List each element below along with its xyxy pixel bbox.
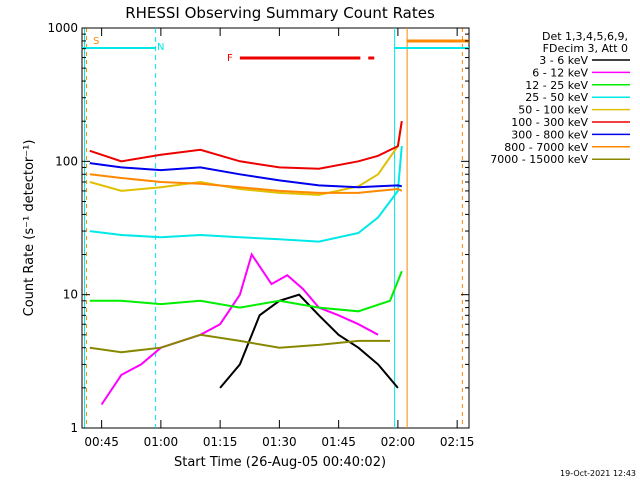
y-tick-label: 1 xyxy=(70,421,78,435)
x-tick-label: 01:45 xyxy=(321,435,356,449)
legend: Det 1,3,4,5,6,9, FDecim 3, Att 0 3 - 6 k… xyxy=(490,30,630,166)
x-axis-label: Start Time (26-Aug-05 00:40:02) xyxy=(174,455,386,470)
annotation-layer: S N F xyxy=(93,36,233,64)
x-tick-label: 01:15 xyxy=(203,435,238,449)
series-line-6 xyxy=(89,121,403,170)
y-axis-label: Count Rate (s⁻¹ detector⁻¹) xyxy=(22,140,37,317)
legend-label: 300 - 800 keV xyxy=(511,128,588,141)
footer-date: 19-Oct-2021 12:43 xyxy=(560,469,636,478)
annotation-f: F xyxy=(227,53,233,64)
annotation-s: S xyxy=(93,36,99,47)
x-tick-label: 02:00 xyxy=(381,435,416,449)
legend-label: 100 - 300 keV xyxy=(511,116,588,129)
series-line-7 xyxy=(89,162,403,189)
series-line-3 xyxy=(89,270,403,313)
x-tick-label: 01:00 xyxy=(144,435,179,449)
marker-lines xyxy=(82,28,469,428)
legend-label: 12 - 25 keV xyxy=(525,79,588,92)
series-layer xyxy=(89,121,403,406)
chart-title: RHESSI Observing Summary Count Rates xyxy=(125,4,435,22)
y-axis: 1 10 100 1000 xyxy=(47,21,469,435)
legend-header-1: Det 1,3,4,5,6,9, xyxy=(542,30,628,43)
series-line-9 xyxy=(89,333,390,354)
x-tick-label: 00:45 xyxy=(84,435,119,449)
x-tick-label: 02:15 xyxy=(440,435,475,449)
legend-label: 3 - 6 keV xyxy=(539,54,588,67)
y-tick-label: 10 xyxy=(63,288,78,302)
x-tick-label: 01:30 xyxy=(262,435,297,449)
legend-header-2: FDecim 3, Att 0 xyxy=(543,42,628,55)
legend-label: 7000 - 15000 keV xyxy=(490,153,588,166)
legend-label: 6 - 12 keV xyxy=(532,66,588,79)
x-axis: 00:45 01:00 01:15 01:30 01:45 02:00 02:15 xyxy=(84,28,474,449)
y-tick-label: 100 xyxy=(55,154,78,168)
legend-label: 50 - 100 keV xyxy=(518,104,588,117)
annotation-n: N xyxy=(157,42,164,53)
series-line-5 xyxy=(89,121,403,196)
y-tick-label: 1000 xyxy=(47,21,78,35)
series-line-4 xyxy=(89,146,403,243)
plot-frame xyxy=(81,27,470,429)
legend-label: 25 - 50 keV xyxy=(525,91,588,104)
series-line-8 xyxy=(89,173,403,194)
legend-label: 800 - 7000 keV xyxy=(504,141,588,154)
series-line-2 xyxy=(100,252,379,406)
